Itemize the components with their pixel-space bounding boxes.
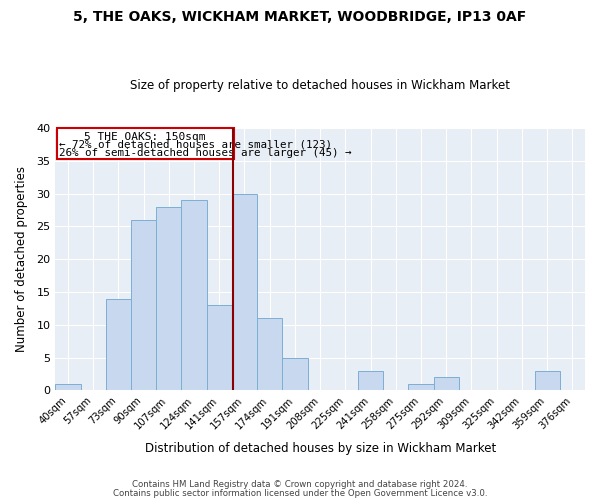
Bar	[131, 220, 156, 390]
FancyBboxPatch shape	[56, 128, 234, 160]
Bar	[206, 305, 232, 390]
Text: Contains HM Land Registry data © Crown copyright and database right 2024.: Contains HM Land Registry data © Crown c…	[132, 480, 468, 489]
Title: Size of property relative to detached houses in Wickham Market: Size of property relative to detached ho…	[130, 79, 510, 92]
Bar	[358, 370, 383, 390]
Y-axis label: Number of detached properties: Number of detached properties	[15, 166, 28, 352]
Bar	[55, 384, 80, 390]
Text: Contains public sector information licensed under the Open Government Licence v3: Contains public sector information licen…	[113, 489, 487, 498]
Bar	[434, 378, 459, 390]
X-axis label: Distribution of detached houses by size in Wickham Market: Distribution of detached houses by size …	[145, 442, 496, 455]
Bar	[409, 384, 434, 390]
Bar	[106, 298, 131, 390]
Text: ← 72% of detached houses are smaller (123): ← 72% of detached houses are smaller (12…	[59, 140, 332, 149]
Bar	[257, 318, 283, 390]
Bar	[283, 358, 308, 390]
Bar	[535, 370, 560, 390]
Bar	[156, 206, 181, 390]
Bar	[181, 200, 206, 390]
Text: 26% of semi-detached houses are larger (45) →: 26% of semi-detached houses are larger (…	[59, 148, 352, 158]
Bar	[232, 194, 257, 390]
Text: 5, THE OAKS, WICKHAM MARKET, WOODBRIDGE, IP13 0AF: 5, THE OAKS, WICKHAM MARKET, WOODBRIDGE,…	[73, 10, 527, 24]
Text: 5 THE OAKS: 150sqm: 5 THE OAKS: 150sqm	[85, 132, 206, 142]
